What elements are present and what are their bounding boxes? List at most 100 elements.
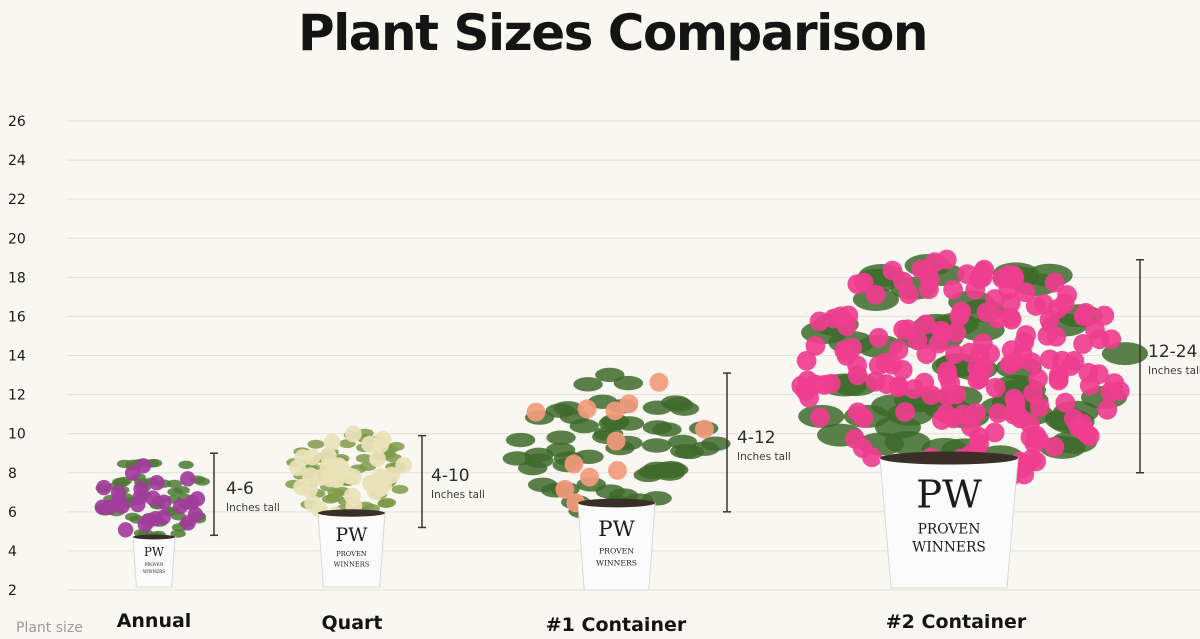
pot-soil <box>133 534 175 540</box>
foliage-leaf <box>377 498 395 508</box>
flower <box>184 494 200 511</box>
flower <box>1104 373 1125 394</box>
range-unit-label: Inches tall <box>737 451 791 463</box>
flower <box>1005 351 1025 372</box>
flower <box>1094 305 1115 326</box>
flower <box>114 498 130 514</box>
range-label: 4-6 <box>226 479 254 499</box>
pot-logo-mark: PW <box>144 545 165 559</box>
foliage-leaf <box>391 484 409 494</box>
foliage-leaf <box>387 441 405 451</box>
range-unit-label: Inches tall <box>431 489 485 501</box>
flower <box>916 344 937 364</box>
flower <box>852 438 873 458</box>
y-tick-label: 8 <box>8 466 17 482</box>
flower <box>937 386 958 406</box>
foliage-leaf <box>170 529 186 538</box>
flower <box>149 475 165 491</box>
flower <box>1023 383 1043 404</box>
x-axis-label: Plant size <box>16 620 83 636</box>
y-tick-label: 10 <box>8 427 26 443</box>
flower <box>110 484 127 501</box>
foliage-leaf <box>569 418 599 434</box>
foliage-leaf <box>546 430 576 445</box>
foliage-leaf <box>701 436 731 451</box>
range-label: 4-12 <box>737 428 776 448</box>
flower <box>555 479 575 499</box>
foliage-leaf <box>573 377 603 392</box>
flower <box>830 306 851 327</box>
flower <box>117 522 134 538</box>
flower <box>369 450 386 468</box>
foliage-leaf <box>326 493 343 503</box>
foliage-leaf <box>638 464 668 480</box>
range-unit-label: Inches tall <box>1148 365 1200 377</box>
foliage-leaf <box>614 416 645 431</box>
range-label: 4-10 <box>431 466 470 486</box>
pot-logo-mark: PW <box>598 517 635 542</box>
flower <box>325 457 343 475</box>
flower <box>1025 295 1046 316</box>
flower <box>892 359 913 380</box>
flower <box>180 471 196 487</box>
flower <box>897 319 918 340</box>
pot-soil <box>578 498 655 508</box>
flower <box>1064 350 1085 371</box>
flower <box>985 377 1006 398</box>
plant-3: PW PROVEN WINNERS <box>502 367 731 591</box>
flower <box>805 335 826 356</box>
category-label: #2 Container <box>886 611 1027 633</box>
pot-logo-line2: WINNERS <box>334 560 370 568</box>
flower <box>133 481 149 497</box>
flower <box>1039 309 1060 330</box>
foliage-leaf <box>355 453 373 463</box>
foliage-leaf <box>660 395 691 410</box>
flower <box>970 343 990 364</box>
flower <box>974 259 995 280</box>
foliage-leaf <box>553 401 583 416</box>
flower <box>1073 334 1094 354</box>
category-label: Quart <box>322 612 383 634</box>
flower <box>868 355 889 376</box>
flower <box>847 365 868 386</box>
flower <box>1015 282 1036 303</box>
y-tick-label: 24 <box>8 153 26 169</box>
flower <box>605 401 625 421</box>
flower <box>580 467 599 487</box>
foliage-leaf <box>174 486 190 495</box>
flower <box>797 370 818 391</box>
foliage-leaf <box>595 484 626 499</box>
y-tick-label: 4 <box>8 544 17 560</box>
flower <box>895 402 915 422</box>
range-label: 12-24 <box>1148 342 1197 362</box>
foliage-leaf <box>307 439 325 449</box>
flower <box>946 322 967 343</box>
y-tick-label: 16 <box>8 309 26 325</box>
flower <box>526 402 546 422</box>
y-tick-label: 2 <box>8 583 17 599</box>
flower <box>1054 293 1075 314</box>
flower <box>606 431 626 451</box>
flower <box>1005 394 1026 414</box>
foliage-leaf <box>674 444 705 460</box>
flower <box>323 433 341 451</box>
flower <box>96 479 112 496</box>
pot-logo-line2: WINNERS <box>912 540 986 556</box>
flower <box>1044 436 1065 457</box>
range-unit-label: Inches tall <box>226 502 280 514</box>
flower <box>362 474 380 492</box>
flower <box>1055 392 1076 413</box>
flower <box>1026 425 1047 446</box>
flower <box>810 407 830 428</box>
y-tick-label: 14 <box>8 349 26 365</box>
flower <box>969 368 990 389</box>
flower <box>1001 309 1022 330</box>
flower <box>135 458 152 474</box>
flower <box>372 436 390 454</box>
flower <box>577 399 597 419</box>
flower <box>140 513 157 529</box>
pot-logo-line1: PROVEN <box>918 521 981 537</box>
foliage-leaf <box>166 479 183 489</box>
flower <box>949 306 970 327</box>
y-tick-label: 6 <box>8 505 17 521</box>
